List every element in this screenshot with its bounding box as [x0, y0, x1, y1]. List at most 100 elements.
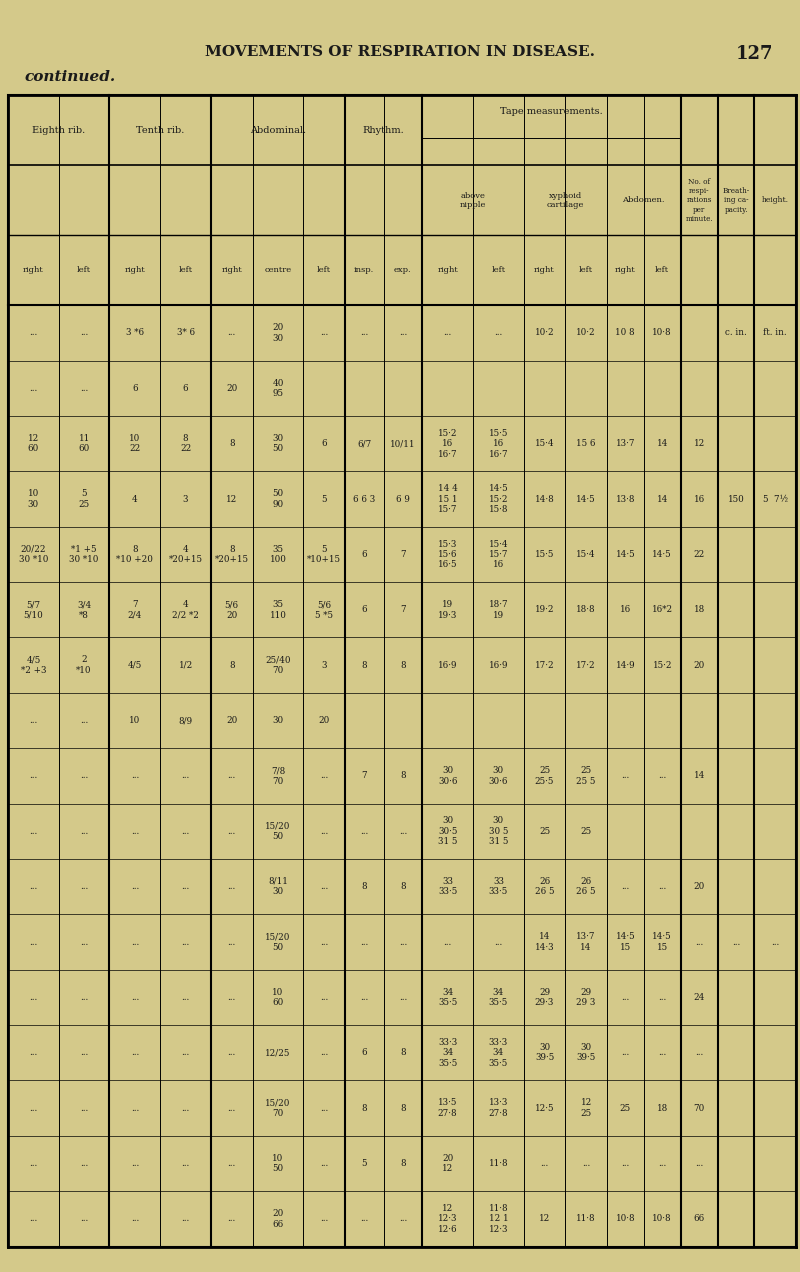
- Text: 6 9: 6 9: [396, 495, 410, 504]
- Text: 6: 6: [362, 550, 367, 558]
- Text: 14·5: 14·5: [652, 550, 672, 558]
- Text: ...: ...: [80, 716, 88, 725]
- Text: 1/2: 1/2: [178, 660, 193, 669]
- Text: 50
90: 50 90: [272, 490, 283, 509]
- Text: Abdomen.: Abdomen.: [622, 196, 665, 205]
- Text: Tape measurements.: Tape measurements.: [500, 107, 603, 116]
- Text: ...: ...: [360, 827, 368, 836]
- Text: 16·9: 16·9: [438, 660, 458, 669]
- Text: 25: 25: [620, 1104, 631, 1113]
- Text: insp.: insp.: [354, 266, 374, 275]
- Text: 25
25·5: 25 25·5: [535, 766, 554, 786]
- Text: ...: ...: [182, 993, 190, 1002]
- Text: 13·3
27·8: 13·3 27·8: [489, 1099, 508, 1118]
- Text: Tenth rib.: Tenth rib.: [136, 126, 185, 135]
- Text: 26
26 5: 26 26 5: [576, 876, 596, 897]
- Text: 150: 150: [728, 495, 744, 504]
- Text: 18: 18: [657, 1104, 668, 1113]
- Text: ...: ...: [695, 937, 703, 946]
- Text: 14
14·3: 14 14·3: [534, 932, 554, 951]
- Text: 25/40
70: 25/40 70: [265, 655, 290, 675]
- Text: 4: 4: [132, 495, 138, 504]
- Text: 17·2: 17·2: [534, 660, 554, 669]
- Text: ...: ...: [398, 993, 407, 1002]
- Text: 10·2: 10·2: [534, 328, 554, 337]
- Text: 6: 6: [322, 439, 327, 448]
- Text: 16·9: 16·9: [489, 660, 508, 669]
- Text: ...: ...: [320, 328, 328, 337]
- Text: 7: 7: [400, 605, 406, 614]
- Text: 14·5
15: 14·5 15: [652, 932, 672, 951]
- Text: 14·5: 14·5: [576, 495, 596, 504]
- Text: right: right: [222, 266, 242, 275]
- Text: *1 +5
30 *10: *1 +5 30 *10: [70, 544, 99, 565]
- Text: 15·2
16
16·7: 15·2 16 16·7: [438, 429, 458, 459]
- Text: 34
35·5: 34 35·5: [438, 987, 458, 1007]
- Text: ...: ...: [30, 1215, 38, 1224]
- Text: 3* 6: 3* 6: [177, 328, 194, 337]
- Text: ...: ...: [494, 937, 502, 946]
- Text: ...: ...: [320, 883, 328, 892]
- Text: ...: ...: [360, 1215, 368, 1224]
- Text: right: right: [615, 266, 636, 275]
- Text: 10·8: 10·8: [652, 328, 672, 337]
- Text: 5: 5: [362, 1159, 367, 1168]
- Text: ...: ...: [320, 1215, 328, 1224]
- Text: 34
35·5: 34 35·5: [489, 987, 508, 1007]
- Text: 12
12·3
12·6: 12 12·3 12·6: [438, 1205, 458, 1234]
- Text: ...: ...: [228, 771, 236, 781]
- Text: 3: 3: [322, 660, 326, 669]
- Text: 14·5
15: 14·5 15: [615, 932, 635, 951]
- Text: 18: 18: [694, 605, 705, 614]
- Text: 29
29 3: 29 29 3: [576, 987, 596, 1007]
- Text: 3: 3: [183, 495, 188, 504]
- Text: 20: 20: [226, 384, 238, 393]
- Text: ...: ...: [80, 883, 88, 892]
- Text: 14 4
15 1
15·7: 14 4 15 1 15·7: [438, 485, 458, 514]
- Text: 15·2: 15·2: [653, 660, 672, 669]
- Text: 6: 6: [183, 384, 189, 393]
- Text: ...: ...: [658, 993, 666, 1002]
- Text: ...: ...: [228, 1159, 236, 1168]
- Text: ...: ...: [494, 328, 502, 337]
- Text: 8
*20+15: 8 *20+15: [214, 544, 249, 565]
- Text: 5/7
5/10: 5/7 5/10: [23, 600, 43, 619]
- Text: 15·4: 15·4: [534, 439, 554, 448]
- Text: ...: ...: [30, 1104, 38, 1113]
- Text: 10
22: 10 22: [130, 434, 141, 453]
- Text: No. of
respi-
rations
per
minute.: No. of respi- rations per minute.: [686, 178, 713, 223]
- Text: ...: ...: [182, 883, 190, 892]
- Text: ...: ...: [130, 1104, 139, 1113]
- Text: ...: ...: [658, 1048, 666, 1057]
- Text: 10
60: 10 60: [272, 987, 283, 1007]
- Text: 8: 8: [362, 883, 367, 892]
- Text: 10/11: 10/11: [390, 439, 416, 448]
- Text: ...: ...: [80, 993, 88, 1002]
- Text: 10 8: 10 8: [615, 328, 635, 337]
- Text: ...: ...: [621, 771, 630, 781]
- Text: 11·8: 11·8: [489, 1159, 508, 1168]
- Text: ...: ...: [80, 827, 88, 836]
- Text: 4
*20+15: 4 *20+15: [169, 544, 202, 565]
- Text: ...: ...: [228, 328, 236, 337]
- Text: ...: ...: [30, 771, 38, 781]
- Text: left: left: [77, 266, 91, 275]
- Text: 25: 25: [539, 827, 550, 836]
- Text: ...: ...: [80, 384, 88, 393]
- Text: 14·8: 14·8: [534, 495, 554, 504]
- Text: ...: ...: [80, 1159, 88, 1168]
- Text: 14·5
15·2
15·8: 14·5 15·2 15·8: [489, 485, 508, 514]
- Text: 6 6 3: 6 6 3: [353, 495, 375, 504]
- Text: ...: ...: [30, 716, 38, 725]
- Text: left: left: [178, 266, 193, 275]
- Text: ...: ...: [30, 883, 38, 892]
- Text: 20: 20: [694, 660, 705, 669]
- Text: centre: centre: [264, 266, 291, 275]
- Text: ...: ...: [228, 937, 236, 946]
- Text: 20: 20: [226, 716, 238, 725]
- Text: 4/5: 4/5: [128, 660, 142, 669]
- Text: 19
19·3: 19 19·3: [438, 600, 458, 619]
- Text: 18·7
19: 18·7 19: [489, 600, 508, 619]
- Text: ...: ...: [30, 827, 38, 836]
- Text: 20/22
30 *10: 20/22 30 *10: [18, 544, 48, 565]
